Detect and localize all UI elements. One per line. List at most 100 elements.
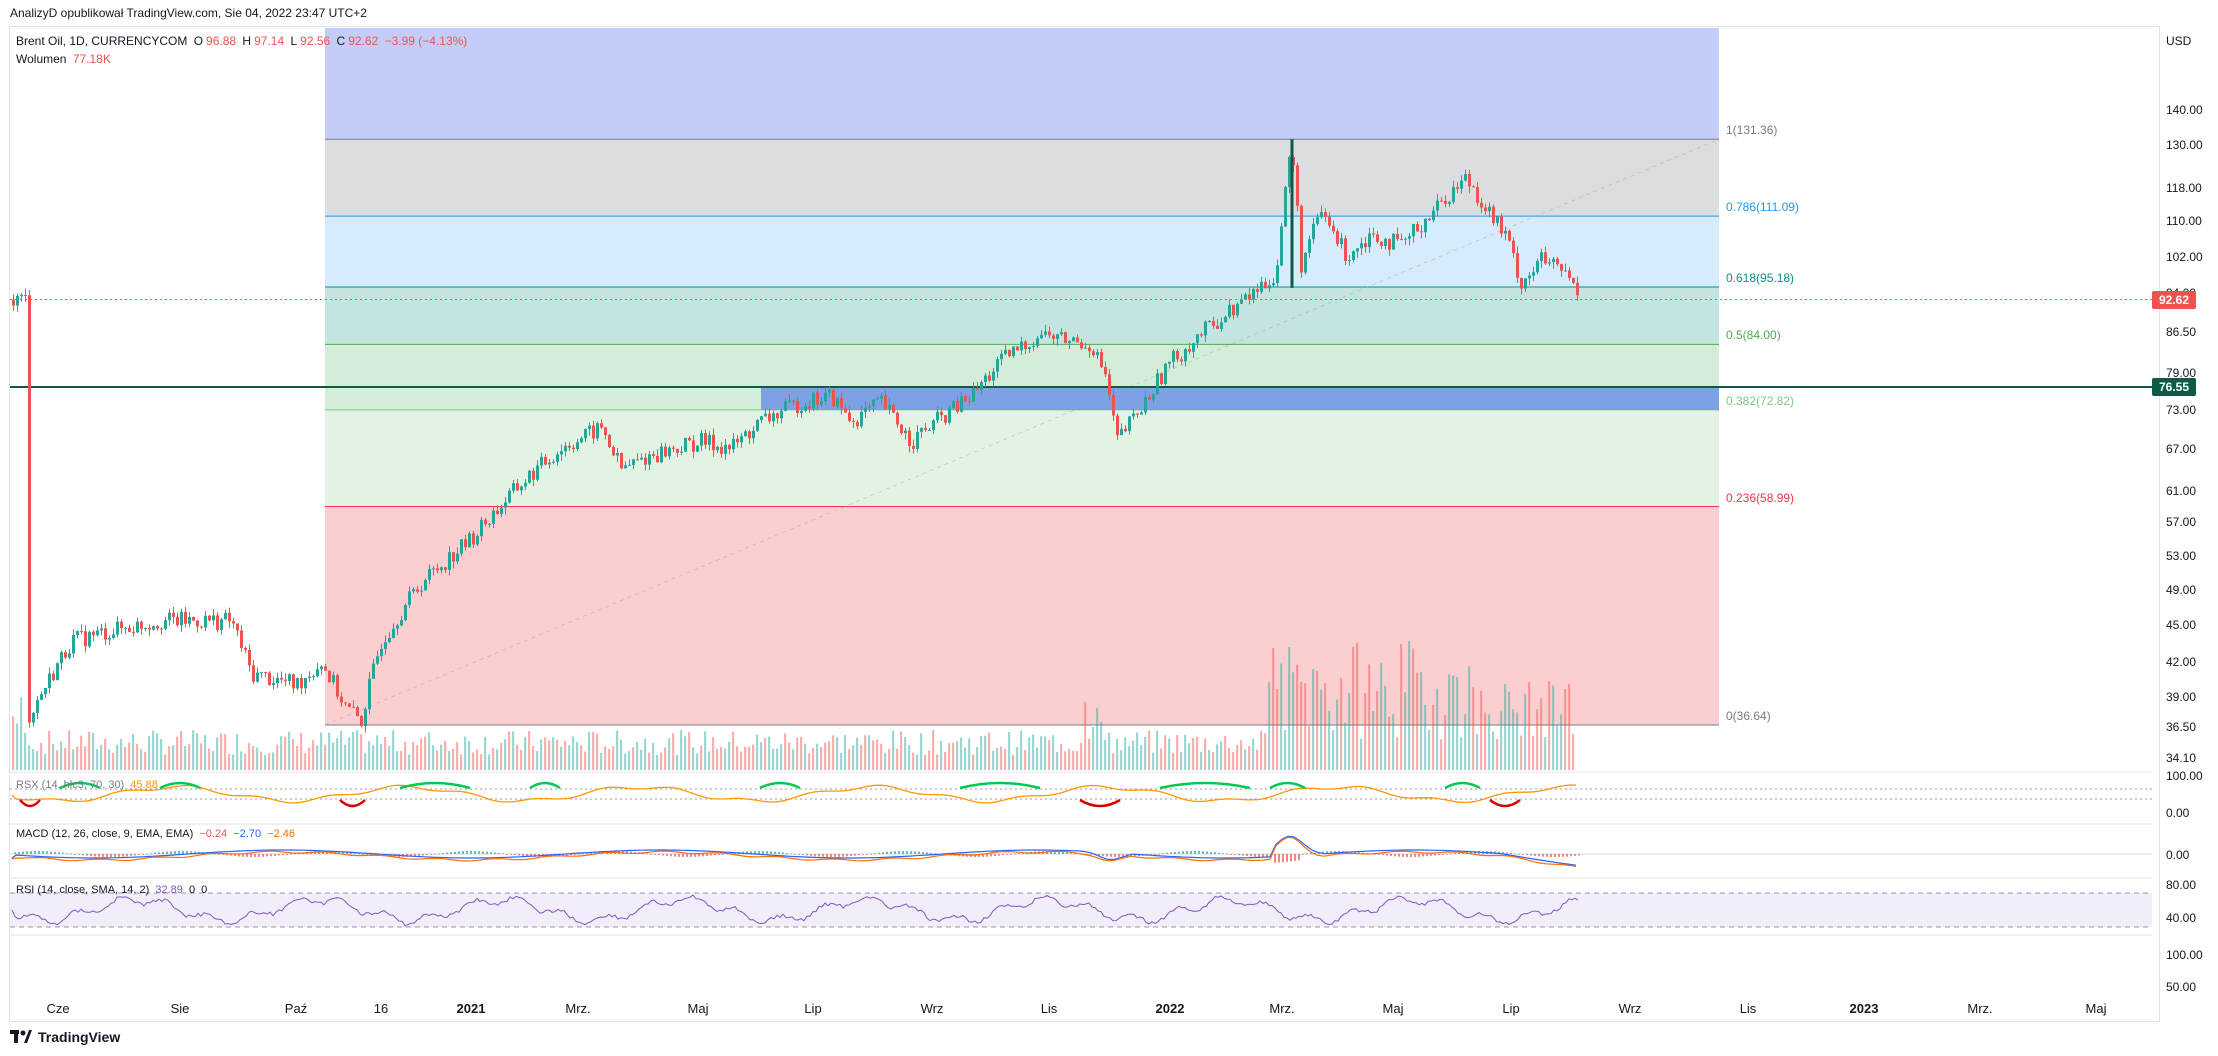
volume-bar: [980, 736, 983, 770]
candle-body: [308, 676, 311, 678]
macd-histogram-bar: [238, 854, 240, 857]
candle-body: [1484, 207, 1487, 212]
candle-body: [1224, 316, 1227, 323]
candle-body: [1028, 346, 1031, 350]
candle-body: [724, 444, 727, 454]
candle-body: [696, 445, 699, 452]
volume-bar: [700, 745, 703, 770]
candle-body: [1000, 353, 1003, 360]
candle-body: [528, 470, 531, 483]
macd-histogram-bar: [834, 854, 836, 857]
volume-bar: [852, 745, 855, 770]
volume-bar: [844, 735, 847, 770]
volume-bar: [1024, 749, 1027, 770]
symbol-legend: Brent Oil, 1D, CURRENCYCOM O 96.88 H 97.14…: [16, 34, 468, 48]
macd-histogram-bar: [234, 854, 236, 857]
volume-bar: [1028, 737, 1031, 770]
volume-bar: [256, 747, 259, 770]
volume-bar: [420, 738, 423, 770]
candle-body: [1520, 277, 1523, 289]
rsx-oversold: [19, 799, 41, 808]
volume-bar: [964, 747, 967, 770]
macd-histogram-bar: [1214, 852, 1216, 854]
candle-body: [1416, 224, 1419, 232]
volume-bar: [1404, 692, 1407, 770]
candle-body: [460, 539, 463, 554]
volume-bar: [176, 736, 179, 770]
macd-histogram-bar: [1054, 851, 1056, 854]
volume-bar: [640, 749, 643, 770]
volume-bar: [1312, 669, 1315, 770]
macd-histogram-bar: [750, 851, 752, 854]
volume-bar: [348, 737, 351, 770]
macd-histogram-bar: [574, 854, 576, 855]
macd-histogram-bar: [874, 853, 876, 854]
volume-bar: [864, 735, 867, 770]
volume-bar: [1532, 735, 1535, 770]
time-axis-label: Mrz.: [1269, 1001, 1295, 1016]
volume-bar: [760, 742, 763, 770]
candle-body: [560, 451, 563, 455]
volume-bar: [860, 744, 863, 770]
volume-bar: [1228, 747, 1231, 770]
candle-body: [1284, 186, 1287, 227]
volume-bar: [132, 734, 135, 770]
volume-bar: [1136, 732, 1139, 770]
volume-bar: [1428, 729, 1431, 770]
candle-body: [380, 648, 383, 657]
volume-bar: [696, 753, 699, 770]
volume-bar: [1188, 743, 1191, 770]
volume-bar: [1240, 740, 1243, 770]
candle-body: [1376, 234, 1379, 242]
volume-bar: [800, 736, 803, 770]
candle-body: [1160, 373, 1163, 385]
macd-histogram-bar: [662, 854, 664, 856]
macd-histogram-bar: [1022, 852, 1024, 854]
volume-bar: [664, 747, 667, 770]
price-axis-label: 42.00: [2166, 655, 2197, 669]
candle-body: [1060, 332, 1063, 335]
volume-bar: [1032, 734, 1035, 770]
macd-histogram-bar: [1302, 853, 1304, 855]
open-value: 96.88: [206, 34, 237, 48]
volume-bar: [112, 752, 115, 770]
candle-body: [320, 666, 323, 670]
macd-histogram-bar: [1514, 853, 1516, 855]
candle-body: [300, 678, 303, 689]
volume-bar: [776, 748, 779, 770]
candle-body: [1340, 238, 1343, 245]
volume-bar: [812, 747, 815, 770]
volume-bar: [1308, 725, 1311, 770]
volume-bar: [1196, 736, 1199, 770]
macd-histogram-bar: [474, 851, 476, 854]
volume-bar: [1572, 733, 1575, 770]
volume-bar: [500, 742, 503, 770]
macd-histogram-bar: [906, 851, 908, 854]
macd-histogram-bar: [1554, 854, 1556, 857]
candle-body: [1500, 216, 1503, 234]
volume-bar: [192, 730, 195, 770]
volume-bar: [1128, 746, 1131, 770]
volume-bar: [1512, 709, 1515, 770]
candle-body: [120, 621, 123, 629]
price-axis-label: 36.50: [2166, 720, 2197, 734]
volume-bar: [1260, 730, 1263, 770]
volume-bar: [1232, 752, 1235, 770]
macd-histogram-bar: [1350, 851, 1352, 854]
candle-body: [668, 447, 671, 457]
volume-bar: [1116, 739, 1119, 770]
price-axis-label: 49.00: [2166, 583, 2197, 597]
volume-bar: [88, 731, 91, 770]
volume-bar: [620, 739, 623, 770]
candle-body: [1228, 304, 1231, 317]
volume-bar: [936, 754, 939, 770]
volume-bar: [1464, 714, 1467, 770]
macd-histogram-bar: [130, 854, 132, 856]
candle-body: [200, 626, 203, 628]
candle-body: [1196, 334, 1199, 344]
macd-histogram-bar: [1374, 854, 1376, 855]
volume-bar: [408, 754, 411, 770]
volume-bar: [312, 739, 315, 770]
candle-body: [32, 712, 35, 723]
